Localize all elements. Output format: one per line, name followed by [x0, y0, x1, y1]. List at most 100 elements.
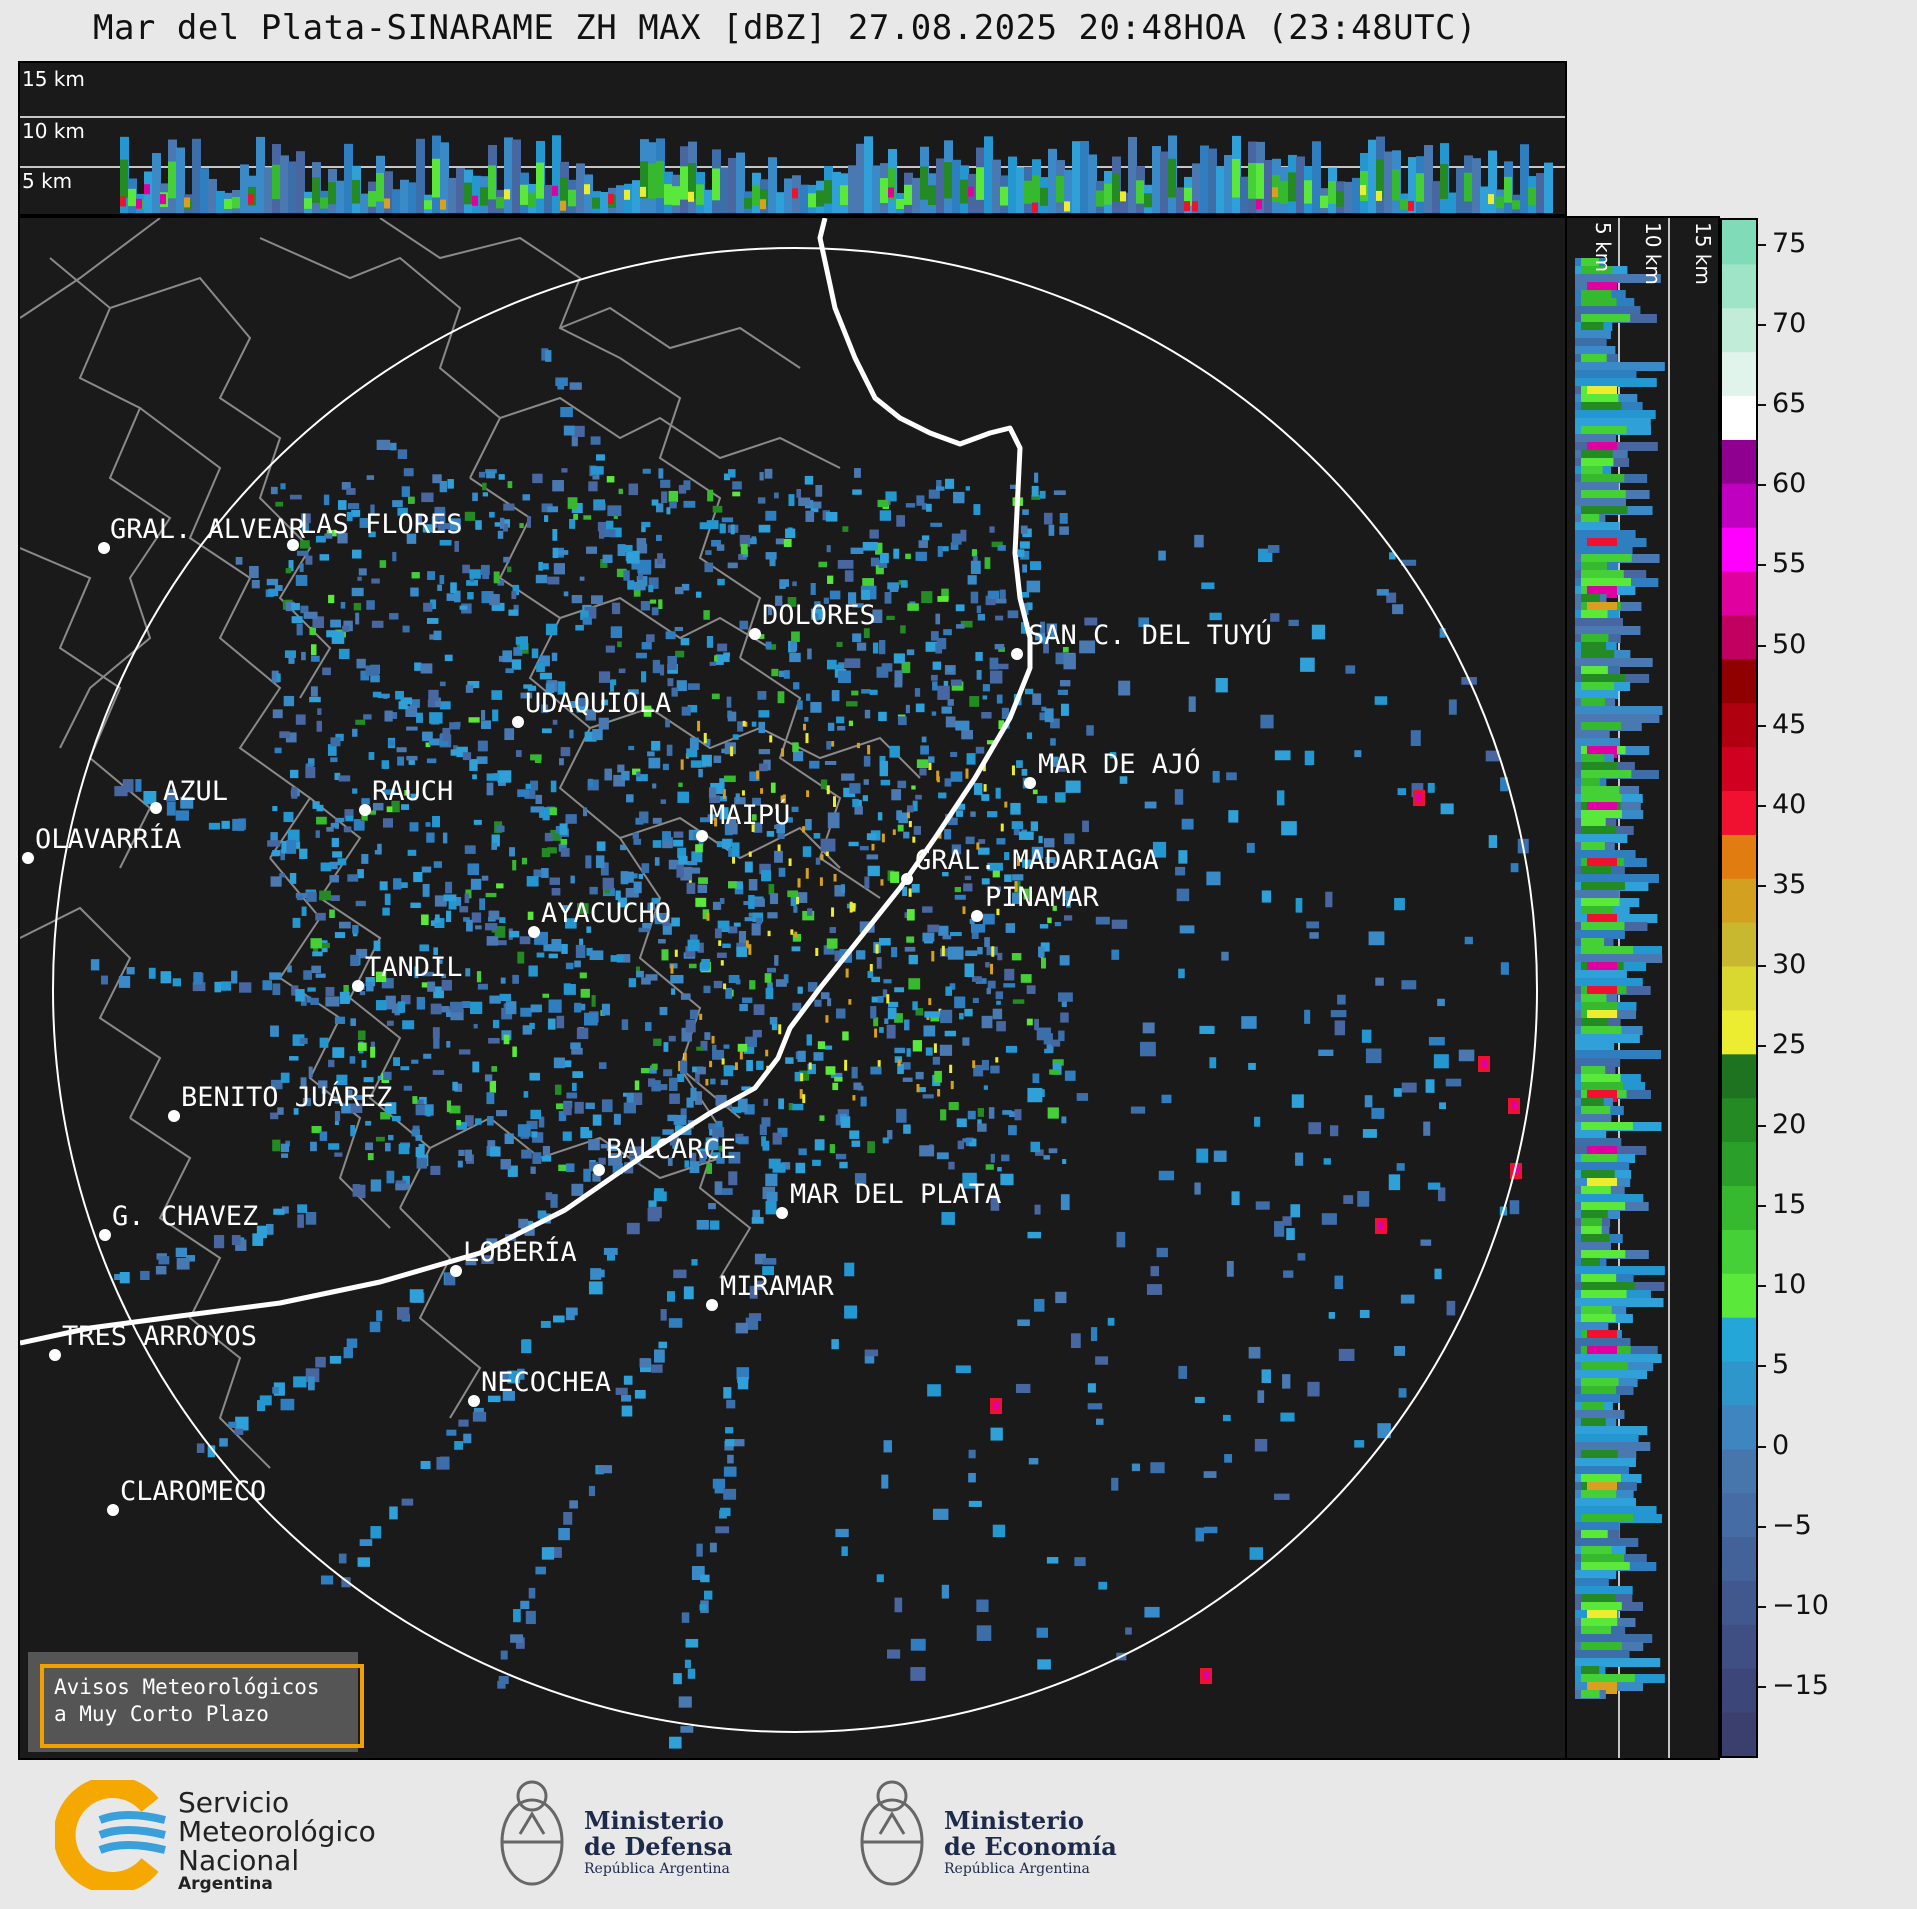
city-marker-icon [971, 910, 983, 922]
city-gral-madariaga: GRAL. MADARIAGA [901, 845, 1159, 885]
city-label: UDAQUIOLA [525, 688, 671, 719]
city-g-chavez: G. CHAVEZ [99, 1201, 258, 1241]
smn-logo-icon [55, 1780, 166, 1890]
smn-name: Servicio Meteorológico Nacional Argentin… [178, 1788, 376, 1893]
city-label: NECOCHEA [481, 1367, 611, 1398]
city-marker-icon [150, 802, 162, 814]
city-pinamar: PINAMAR [971, 882, 1100, 922]
city-claromeco: CLAROMECO [107, 1476, 266, 1516]
city-label: AZUL [163, 776, 228, 807]
top-label-10km: 10 km [22, 119, 85, 143]
colorbar-swatch [1722, 790, 1756, 835]
side-cross-section-panel: 5 km 10 km 15 km [1567, 216, 1720, 1760]
colorbar-swatch [1722, 1273, 1756, 1318]
colorbar-swatch [1722, 1536, 1756, 1581]
colorbar-swatch [1722, 834, 1756, 879]
top-cross-section-echoes [20, 116, 1565, 213]
city-label: AYACUCHO [541, 898, 671, 929]
dbz-colorbar [1720, 218, 1758, 1758]
chart-title: Mar del Plata-SINARAME ZH MAX [dBZ] 27.0… [92, 8, 1477, 48]
colorbar-swatch [1722, 1580, 1756, 1625]
city-marker-icon [901, 873, 913, 885]
city-marker-icon [776, 1207, 788, 1219]
city-label: MAR DEL PLATA [790, 1179, 1001, 1210]
economia-line-2: de Economía [944, 1832, 1117, 1861]
city-label: PINAMAR [985, 882, 1100, 913]
city-marker-icon [512, 716, 524, 728]
city-label: SAN C. DEL TUYÚ [1028, 619, 1272, 651]
city-marker-icon [107, 1504, 119, 1516]
colorbar-swatch [1722, 1141, 1756, 1186]
city-marker-icon [22, 852, 34, 864]
city-udaquiola: UDAQUIOLA [512, 688, 671, 728]
defensa-coat-of-arms-icon [500, 1780, 564, 1886]
economia-name: Ministerio de Economía República Argenti… [944, 1808, 1117, 1878]
city-marker-icon [98, 542, 110, 554]
radar-map-panel: GRAL. ALVEAR LAS FLORES DOLORES SAN C. DEL … [18, 216, 1567, 1760]
warning-line-2: a Muy Corto Plazo [54, 1702, 269, 1726]
defensa-line-1: Ministerio [584, 1806, 724, 1835]
city-label: LAS FLORES [300, 509, 463, 540]
colorbar-swatch [1722, 878, 1756, 923]
side-cross-section-echoes [1575, 218, 1670, 1758]
warning-box[interactable]: Avisos Meteorológicos a Muy Corto Plazo [28, 1652, 364, 1752]
city-label: OLAVARRÍA [35, 823, 181, 855]
city-label: CLAROMECO [120, 1476, 266, 1507]
top-label-15km: 15 km [22, 67, 85, 91]
colorbar-swatch [1722, 1185, 1756, 1230]
colorbar-swatch [1722, 614, 1756, 660]
colorbar-swatch [1722, 1317, 1756, 1362]
colorbar-swatch [1722, 1097, 1756, 1143]
city-label: TRES ARROYOS [62, 1321, 257, 1352]
defensa-name: Ministerio de Defensa República Argentin… [584, 1808, 733, 1878]
city-gral-alvear: GRAL. ALVEAR [98, 514, 306, 554]
city-las-flores: LAS FLORES [287, 509, 463, 551]
economia-line-3: República Argentina [944, 1861, 1090, 1877]
colorbar-swatch [1722, 966, 1756, 1011]
city-rauch: RAUCH [359, 776, 453, 816]
colorbar-swatch [1722, 1404, 1756, 1450]
city-marker-icon [352, 980, 364, 992]
city-marker-icon [450, 1265, 462, 1277]
city-marker-icon [706, 1299, 718, 1311]
city-marker-icon [287, 539, 299, 551]
city-dolores: DOLORES [749, 600, 876, 640]
city-olavarr-a: OLAVARRÍA [22, 823, 181, 864]
city-marker-icon [49, 1349, 61, 1361]
city-label: GRAL. ALVEAR [110, 514, 306, 545]
footer: Servicio Meteorológico Nacional Argentin… [0, 1760, 1917, 1909]
side-label-10km: 10 km [1641, 222, 1665, 285]
economia-coat-of-arms-icon [860, 1780, 924, 1886]
city-mar-del-plata: MAR DEL PLATA [776, 1179, 1001, 1219]
city-lober-a: LOBERÍA [450, 1236, 577, 1277]
city-marker-icon [528, 926, 540, 938]
city-san-c-del-tuy-: SAN C. DEL TUYÚ [1011, 619, 1272, 660]
city-label: MIRAMAR [720, 1271, 835, 1302]
defensa-line-3: República Argentina [584, 1861, 730, 1877]
colorbar-swatch [1722, 702, 1756, 748]
city-label: LOBERÍA [463, 1236, 577, 1268]
city-label: GRAL. MADARIAGA [915, 845, 1159, 876]
city-label: MAIPÚ [709, 799, 790, 831]
colorbar-swatch [1722, 1492, 1756, 1538]
colorbar-swatch [1722, 263, 1756, 309]
warning-box-frame: Avisos Meteorológicos a Muy Corto Plazo [40, 1664, 364, 1748]
city-tres-arroyos: TRES ARROYOS [49, 1321, 257, 1361]
top-label-5km: 5 km [22, 169, 73, 193]
coastline [20, 218, 1033, 1346]
city-marker-icon [168, 1110, 180, 1122]
city-label: BENITO JUÁREZ [181, 1081, 392, 1113]
colorbar-swatch [1722, 658, 1756, 704]
colorbar-swatches [1722, 220, 1756, 1757]
city-necochea: NECOCHEA [468, 1367, 611, 1407]
city-ayacucho: AYACUCHO [528, 898, 671, 938]
colorbar-swatch [1722, 1712, 1756, 1757]
city-miramar: MIRAMAR [706, 1271, 835, 1311]
colorbar-swatch [1722, 1361, 1756, 1406]
city-maip-: MAIPÚ [696, 799, 790, 842]
city-label: MAR DE AJÓ [1038, 748, 1201, 780]
city-marker-icon [749, 628, 761, 640]
warning-line-1: Avisos Meteorológicos [54, 1675, 320, 1699]
